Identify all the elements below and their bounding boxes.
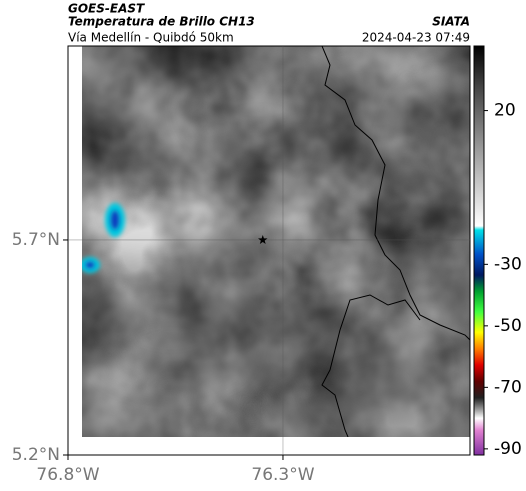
source: GOES-EAST bbox=[68, 2, 145, 16]
colorbar-tick-label: -30 bbox=[494, 254, 522, 274]
title: Temperatura de Brillo CH13 bbox=[68, 15, 255, 29]
map-frame bbox=[67, 45, 471, 456]
colorbar-tick-label: 20 bbox=[494, 101, 516, 121]
satellite-image bbox=[82, 46, 470, 437]
station-marker bbox=[258, 234, 268, 245]
y-tick-label: 5.2°N bbox=[12, 445, 60, 465]
border bbox=[321, 46, 470, 341]
x-tick-label: 76.8°W bbox=[36, 465, 99, 485]
colorbar-tick-label: -70 bbox=[494, 377, 522, 397]
subtitle: Vía Medellín - Quibdó 50km bbox=[68, 31, 234, 45]
timestamp: 2024-04-23 07:49 bbox=[362, 31, 470, 45]
x-tick-label: 76.3°W bbox=[251, 465, 314, 485]
colorbar bbox=[473, 45, 485, 456]
border bbox=[321, 294, 421, 437]
brand: SIATA bbox=[432, 15, 470, 29]
colorbar-tick-label: -50 bbox=[494, 316, 522, 336]
y-tick-label: 5.7°N bbox=[12, 230, 60, 250]
colorbar-tick-label: -90 bbox=[494, 439, 522, 459]
